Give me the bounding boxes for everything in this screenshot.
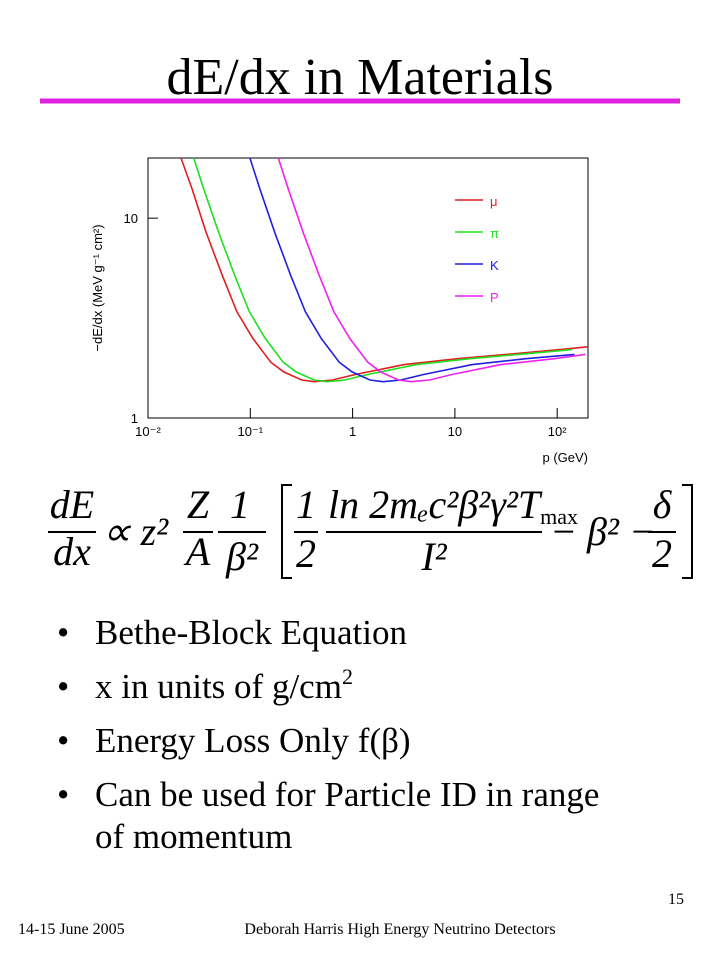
eq-part: δ (653, 482, 673, 527)
superscript: 2 (341, 664, 353, 689)
eq-part: max (540, 504, 578, 529)
x-tick-label: 10⁻¹ (237, 424, 263, 439)
x-axis-label: p (GeV) (542, 450, 588, 465)
title: dE/dx in Materials (166, 49, 553, 106)
x-tick-label: 10² (548, 424, 567, 439)
eq-part: 2 (296, 531, 316, 576)
legend-label: μ (490, 194, 498, 209)
plot-frame (147, 157, 589, 419)
bullet: x in units of g/cm2 (55, 664, 615, 709)
eq-part: − β² − (550, 509, 656, 554)
legend-label: K (490, 258, 499, 273)
series-line (192, 158, 573, 383)
x-tick-label: 10⁻² (135, 424, 161, 439)
bullet: Energy Loss Only f(β) (55, 720, 615, 762)
eq-part: I² (420, 534, 447, 579)
bullet: Bethe-Block Equation (55, 612, 615, 654)
legend-label: π (490, 226, 499, 241)
eq-part: ln 2mₑc²β²γ²Tmax (328, 482, 578, 529)
footer-author: Deborah Harris High Energy Neutrino Dete… (244, 921, 555, 938)
eq-part: dx (53, 529, 91, 574)
series-line (249, 158, 575, 383)
eq-part: ∝ z² (102, 509, 169, 554)
equation: dE dx ∝ z² Z A 1 β² 1 2 ln 2mₑc²β²γ²Tmax… (48, 482, 693, 579)
eq-part: 2 (652, 531, 672, 576)
page-number: 15 (668, 891, 684, 908)
bullet: Can be used for Particle ID in range of … (55, 774, 615, 858)
bracket (281, 484, 292, 579)
bullet-text: x in units of g/cm (95, 667, 342, 706)
eq-part: dE (50, 482, 94, 527)
y-tick-label: 10 (124, 211, 138, 226)
y-axis-label: −dE/dx (MeV g⁻¹ cm²) (90, 224, 105, 351)
x-tick-label: 10 (448, 424, 462, 439)
eq-part: A (183, 529, 211, 574)
series-line (180, 158, 588, 383)
bracket (682, 484, 693, 579)
eq-part: 1 (230, 482, 250, 527)
footer-date: 14-15 June 2005 (18, 921, 125, 938)
eq-part: ln 2mₑc²β²γ²T (328, 482, 543, 527)
eq-part: Z (187, 482, 210, 527)
x-tick-label: 1 (349, 424, 356, 439)
legend-label: P (490, 290, 499, 305)
eq-part: β² (225, 534, 259, 579)
series-line (277, 158, 586, 383)
plot-area (180, 158, 588, 383)
eq-part: 1 (296, 482, 316, 527)
y-tick-label: 1 (131, 411, 138, 426)
bullet-list: Bethe-Block Equation x in units of g/cm2… (55, 612, 615, 870)
